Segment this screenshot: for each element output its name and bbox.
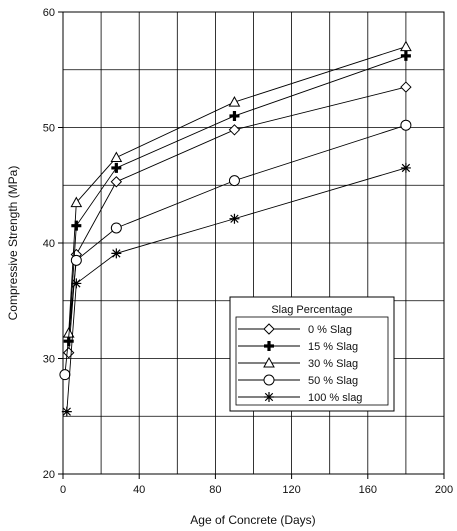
- data-point-asterisk: [111, 248, 122, 259]
- data-point-plus: [229, 110, 240, 121]
- legend: Slag Percentage 0 % Slag 15 % Slag 30 % Sl…: [229, 296, 395, 412]
- legend-label: 0 % Slag: [308, 324, 352, 336]
- data-point-triangle: [228, 96, 241, 107]
- legend-entry: 15 % Slag: [238, 341, 358, 353]
- data-point-plus: [71, 220, 82, 231]
- data-point-asterisk: [71, 278, 82, 289]
- x-tick-label: 200: [435, 484, 453, 496]
- data-point-diamond: [400, 81, 412, 93]
- axis-ticks: 0 40 80 120 160 200 20 30 40 50 60: [43, 7, 453, 496]
- data-point-circle: [70, 254, 82, 266]
- data-point-circle: [228, 175, 240, 187]
- data-point-circle: [400, 119, 412, 131]
- data-point-diamond: [110, 176, 123, 188]
- data-point-asterisk: [61, 406, 72, 417]
- series-circle: [59, 119, 412, 381]
- data-point-circle: [110, 222, 122, 234]
- data-point-plus: [400, 50, 411, 61]
- x-tick-label: 120: [282, 484, 300, 496]
- x-tick-label: 160: [359, 484, 377, 496]
- x-tick-label: 40: [133, 484, 145, 496]
- legend-entry: 0 % Slag: [238, 323, 352, 336]
- data-point-triangle: [110, 151, 123, 163]
- legend-label: 50 % Slag: [308, 375, 358, 387]
- legend-entry: 50 % Slag: [238, 374, 358, 387]
- y-tick-label: 40: [43, 238, 55, 250]
- data-point-triangle: [263, 356, 275, 368]
- legend-label: 30 % Slag: [308, 358, 358, 370]
- y-axis-label: Compressive Strength (MPa): [6, 166, 20, 321]
- series-triangle: [62, 40, 412, 338]
- data-point-diamond: [228, 124, 241, 136]
- data-point-asterisk: [229, 213, 240, 224]
- y-tick-label: 30: [43, 354, 55, 366]
- data-point-plus: [264, 341, 274, 351]
- legend-label: 100 % slag: [308, 392, 362, 404]
- data-point-asterisk: [264, 392, 274, 402]
- data-point-circle: [59, 369, 71, 381]
- data-point-diamond: [263, 323, 275, 335]
- series-group: [59, 40, 412, 417]
- legend-entry: 100 % slag: [238, 392, 362, 404]
- data-point-triangle: [70, 196, 83, 208]
- data-point-diamond: [63, 347, 75, 359]
- legend-box: [229, 296, 395, 412]
- legend-entry: 30 % Slag: [238, 356, 358, 370]
- grid-lines: [63, 12, 444, 474]
- y-tick-label: 50: [43, 123, 55, 135]
- legend-entries: 0 % Slag 15 % Slag 30 % Slag 50 % Slag 100 %…: [238, 323, 362, 404]
- data-point-plus: [111, 162, 122, 173]
- y-tick-label: 60: [43, 7, 55, 19]
- x-axis-label: Age of Concrete (Days): [190, 513, 315, 527]
- data-point-triangle: [400, 40, 412, 52]
- x-tick-label: 80: [209, 484, 221, 496]
- data-point-asterisk: [400, 162, 411, 173]
- data-point-circle: [263, 374, 275, 386]
- legend-title: Slag Percentage: [271, 304, 352, 316]
- legend-inner-box: [235, 316, 389, 406]
- x-tick-label: 0: [60, 484, 66, 496]
- series-line: [68, 46, 407, 334]
- legend-label: 15 % Slag: [308, 341, 358, 353]
- series-asterisk: [61, 162, 411, 417]
- y-tick-label: 20: [43, 469, 55, 481]
